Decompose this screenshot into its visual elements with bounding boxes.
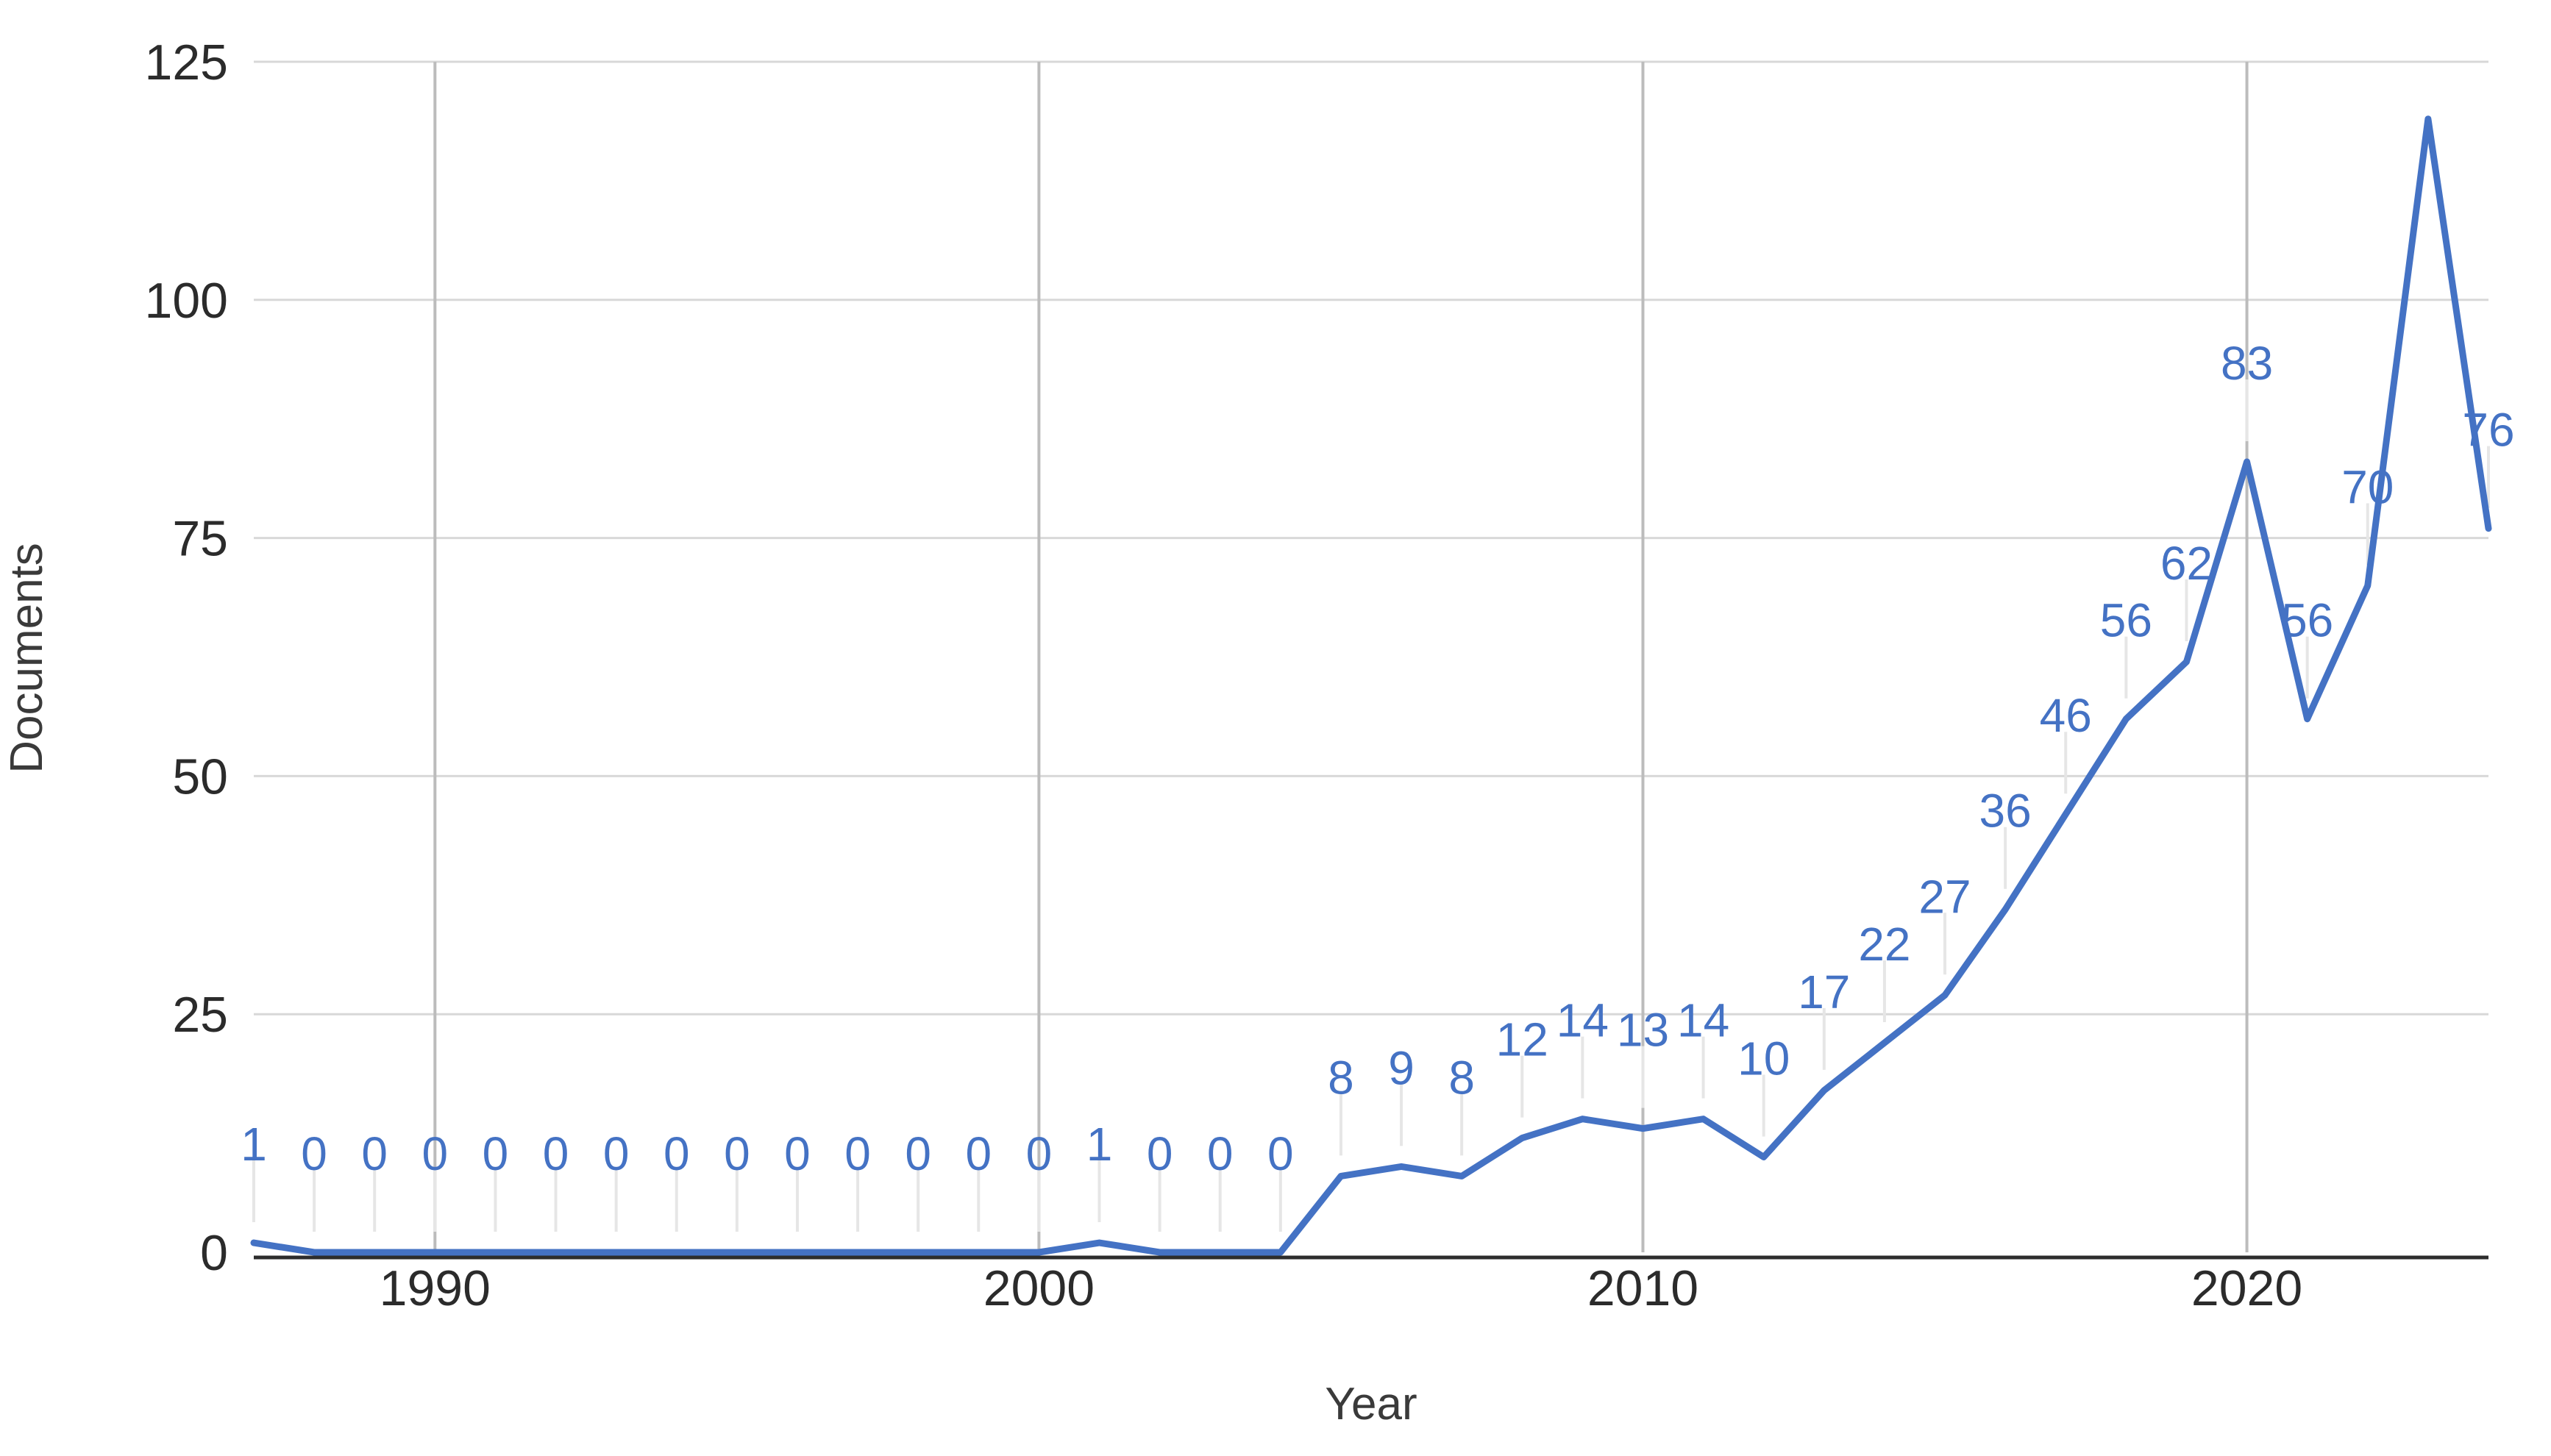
data-label: 62 <box>2160 537 2213 590</box>
series-layer <box>250 115 2492 1256</box>
data-label: 0 <box>422 1127 449 1180</box>
data-label: 14 <box>1677 994 1729 1047</box>
y-tick-label: 100 <box>145 273 228 329</box>
data-label: 0 <box>724 1127 750 1180</box>
y-tick-label: 25 <box>172 987 228 1043</box>
data-label: 1 <box>1086 1118 1113 1171</box>
y-tick-label: 50 <box>172 749 228 804</box>
x-tick-label: 1990 <box>380 1260 491 1316</box>
data-label: 8 <box>1448 1051 1475 1104</box>
data-label: 0 <box>1267 1127 1294 1180</box>
gridlines-layer <box>254 60 2488 1252</box>
data-label: 0 <box>1207 1127 1234 1180</box>
data-label: 0 <box>905 1127 931 1180</box>
data-label: 17 <box>1798 966 1850 1018</box>
data-label: 56 <box>2100 594 2152 647</box>
data-label: 36 <box>1979 785 2032 838</box>
data-label: 0 <box>844 1127 871 1180</box>
data-label: 0 <box>543 1127 569 1180</box>
data-label: 0 <box>301 1127 327 1180</box>
data-label: 0 <box>603 1127 630 1180</box>
data-label: 0 <box>966 1127 992 1180</box>
data-label: 27 <box>1918 870 1971 923</box>
data-label: 1 <box>241 1118 267 1171</box>
data-label: 0 <box>784 1127 811 1180</box>
x-tick-label: 2020 <box>2191 1260 2302 1316</box>
data-label: 0 <box>483 1127 509 1180</box>
x-tick-label: 2010 <box>1587 1260 1698 1316</box>
data-label: 10 <box>1737 1032 1790 1085</box>
data-label: 56 <box>2281 594 2333 647</box>
data-label: 0 <box>663 1127 690 1180</box>
data-label: 13 <box>1617 1004 1669 1057</box>
documents-line <box>250 115 2492 1256</box>
data-labels-layer: 1 0 0 0 0 0 0 0 0 0 0 0 0 0 1 0 0 08 9 812 14 13 1410172227364… <box>241 337 2514 1180</box>
x-tick-label: 2000 <box>983 1260 1095 1316</box>
label-stems-layer <box>252 379 2490 1232</box>
data-label: 14 <box>1556 994 1609 1047</box>
data-label: 22 <box>1858 918 1910 971</box>
y-tick-label: 125 <box>145 35 228 90</box>
data-label: 8 <box>1328 1051 1354 1104</box>
data-label: 70 <box>2341 460 2394 513</box>
x-axis-title: Year <box>1325 1379 1417 1430</box>
y-axis-title: Documents <box>1 543 52 774</box>
y-tick-label: 75 <box>172 511 228 567</box>
data-label: 76 <box>2462 404 2514 457</box>
data-label: 0 <box>361 1127 388 1180</box>
data-label: 46 <box>2040 689 2092 742</box>
data-label: 9 <box>1388 1041 1415 1094</box>
y-tick-label: 0 <box>200 1225 228 1281</box>
data-label: 0 <box>1147 1127 1173 1180</box>
data-label: 12 <box>1496 1013 1548 1066</box>
data-label: 83 <box>2221 337 2273 390</box>
data-label: 0 <box>1026 1127 1053 1180</box>
